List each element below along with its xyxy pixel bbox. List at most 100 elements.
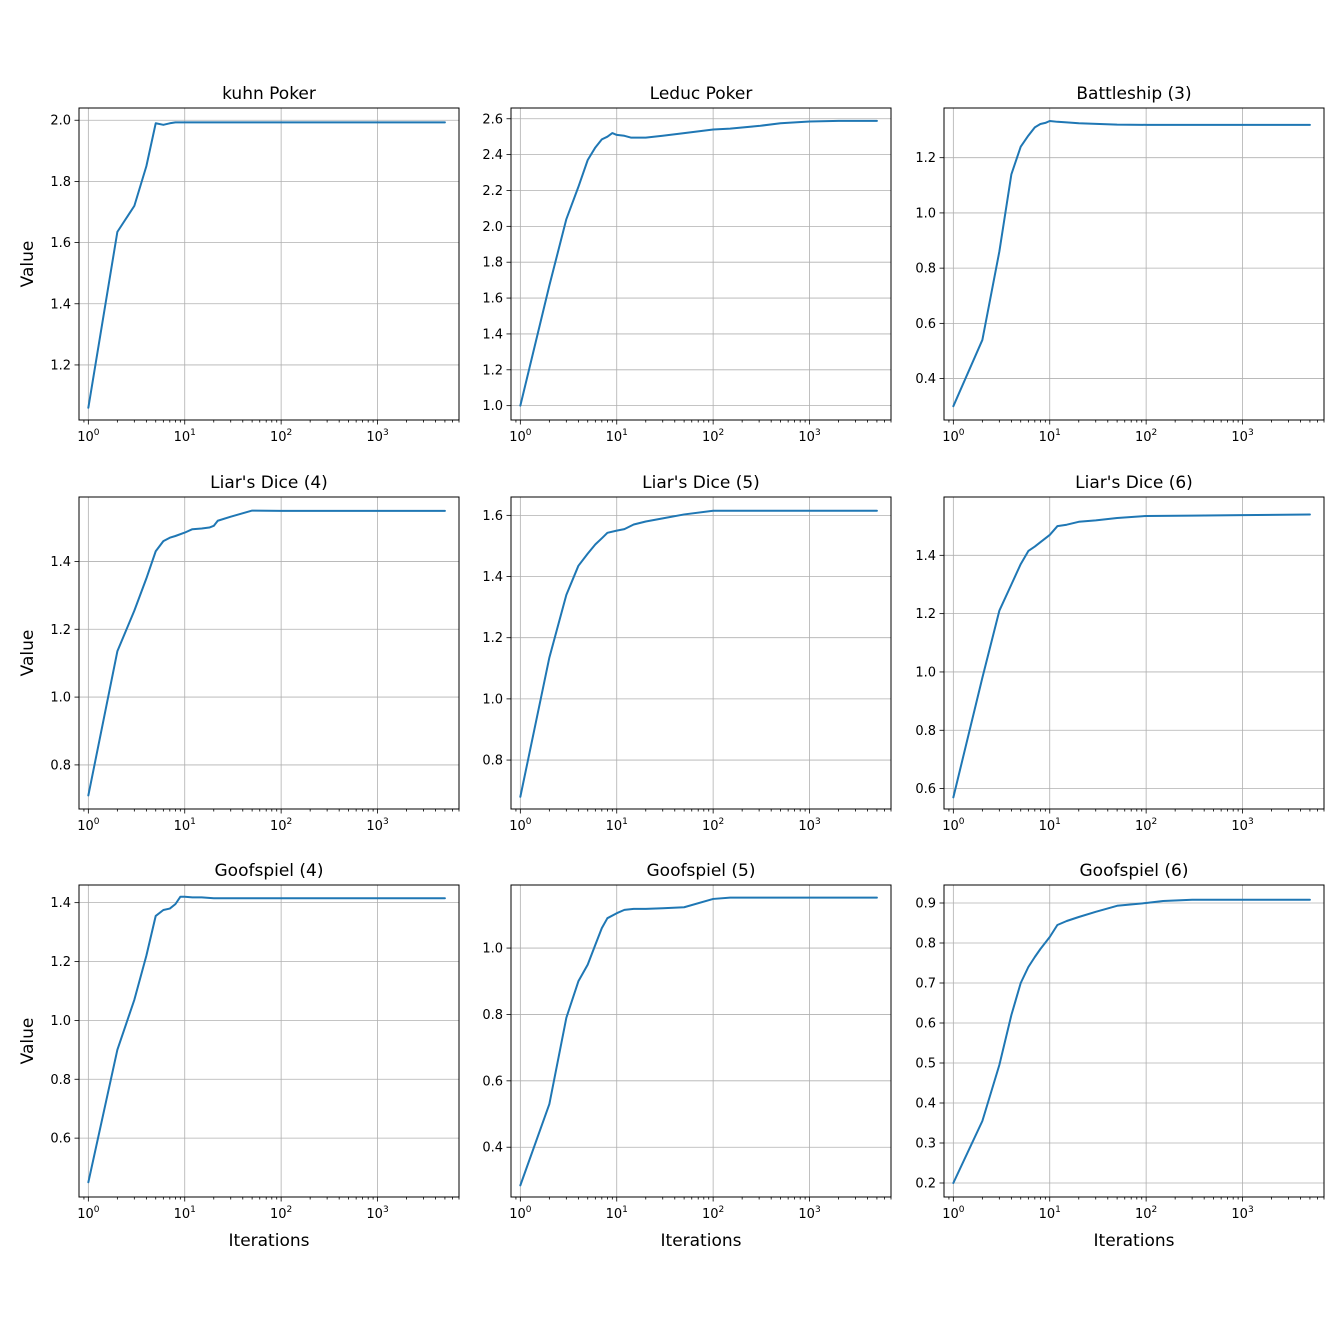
x-tick-label: 101: [174, 817, 196, 834]
axes-frame: [78, 496, 460, 810]
x-tick-label: 100: [942, 1205, 965, 1222]
axes-frame: [78, 884, 460, 1198]
subplot: 100 101 102 103 0.6 0.8 1.0 1.2 1.4 Goofspiel (4)…: [18, 861, 460, 1251]
x-tick-label: 100: [509, 817, 532, 834]
y-tick-label: 1.4: [482, 327, 503, 342]
axes-frame: [510, 107, 892, 421]
x-tick-label: 102: [702, 817, 724, 834]
y-tick-label: 1.2: [915, 151, 936, 166]
subplot-title: Goofspiel (5): [647, 861, 756, 881]
y-tick-label: 1.0: [482, 399, 503, 414]
subplot: 100 101 102 103 0.8 1.0 1.2 1.4 Liar's Dice (4) V…: [18, 473, 460, 834]
series-line: [87, 121, 446, 409]
y-tick-label: 2.6: [482, 112, 503, 127]
series-line: [519, 119, 878, 407]
x-tick-label: 102: [1135, 1205, 1157, 1222]
x-tick-label: 100: [509, 428, 532, 445]
y-tick-label: 0.4: [482, 1141, 503, 1156]
y-tick-label: 0.4: [915, 372, 936, 387]
y-tick-label: 0.8: [482, 754, 503, 769]
y-tick-label: 1.2: [482, 631, 503, 646]
x-axis-label: Iterations: [1094, 1231, 1175, 1251]
x-tick-label: 100: [77, 817, 100, 834]
y-tick-label: 1.0: [50, 1014, 71, 1029]
y-tick-label: 0.8: [50, 1073, 71, 1088]
x-tick-label: 103: [1231, 428, 1253, 445]
subplot-title: Liar's Dice (5): [642, 473, 760, 493]
y-axis-label: Value: [18, 241, 38, 288]
series-line: [952, 119, 1311, 408]
y-tick-label: 0.4: [915, 1097, 936, 1112]
series-line: [519, 509, 878, 798]
x-tick-label: 103: [798, 1205, 820, 1222]
subplot-title: Leduc Poker: [650, 84, 753, 104]
y-tick-label: 1.2: [50, 623, 71, 638]
axes-frame: [943, 107, 1325, 421]
x-axis-label: Iterations: [229, 1231, 310, 1251]
x-tick-label: 102: [1135, 428, 1157, 445]
x-tick-label: 103: [798, 817, 820, 834]
x-tick-label: 102: [1135, 817, 1157, 834]
x-tick-label: 101: [606, 817, 628, 834]
y-tick-label: 0.8: [915, 262, 936, 277]
x-tick-label: 103: [1231, 1205, 1253, 1222]
y-tick-label: 0.6: [915, 782, 936, 797]
subplot-title: Liar's Dice (4): [210, 473, 328, 493]
y-tick-label: 0.6: [482, 1074, 503, 1089]
y-axis-label: Value: [18, 1018, 38, 1065]
axes-frame: [943, 496, 1325, 810]
y-tick-label: 0.6: [915, 1017, 936, 1032]
x-tick-label: 101: [174, 428, 196, 445]
series-line: [87, 895, 446, 1184]
x-tick-label: 100: [77, 1205, 100, 1222]
x-tick-label: 102: [270, 1205, 292, 1222]
x-tick-label: 103: [366, 1205, 388, 1222]
y-tick-label: 1.4: [50, 297, 71, 312]
y-tick-label: 1.2: [915, 607, 936, 622]
subplot: 100 101 102 103 0.4 0.6 0.8 1.0 Goofspiel (5) Ite…: [482, 861, 892, 1251]
series-line: [519, 896, 878, 1187]
x-tick-label: 100: [942, 428, 965, 445]
x-tick-label: 103: [1231, 817, 1253, 834]
x-tick-label: 103: [366, 428, 388, 445]
subplot: 100 101 102 103 1.0 1.2 1.4 1.6 1.8 2.0 2.2 2.4 2.6 L…: [482, 84, 892, 445]
y-tick-label: 1.2: [50, 358, 71, 373]
subplot: 100 101 102 103 0.6 0.8 1.0 1.2 1.4 Liar's Dice (…: [915, 473, 1325, 834]
y-tick-label: 1.6: [50, 236, 71, 251]
y-tick-label: 0.7: [915, 977, 936, 992]
y-tick-label: 1.6: [482, 292, 503, 307]
series-line: [952, 513, 1311, 799]
y-tick-label: 1.0: [482, 692, 503, 707]
y-tick-label: 1.0: [915, 206, 936, 221]
y-tick-label: 0.6: [915, 317, 936, 332]
x-axis-label: Iterations: [661, 1231, 742, 1251]
subplot: 100 101 102 103 1.2 1.4 1.6 1.8 2.0 kuhn Poker Val…: [18, 84, 460, 445]
y-tick-label: 2.0: [482, 220, 503, 235]
subplot: 100 101 102 103 0.8 1.0 1.2 1.4 1.6 Liar's Dice (…: [482, 473, 892, 834]
y-tick-label: 1.2: [482, 363, 503, 378]
x-tick-label: 101: [606, 1205, 628, 1222]
axes-frame: [510, 496, 892, 810]
subplot-title: Goofspiel (6): [1080, 861, 1189, 881]
x-tick-label: 101: [174, 1205, 196, 1222]
y-tick-label: 2.0: [50, 114, 71, 129]
y-axis-label: Value: [18, 630, 38, 677]
x-tick-label: 100: [509, 1205, 532, 1222]
x-tick-label: 102: [702, 1205, 724, 1222]
y-tick-label: 0.2: [915, 1177, 936, 1192]
x-tick-label: 102: [270, 817, 292, 834]
x-tick-label: 100: [942, 817, 965, 834]
subplot: 100 101 102 103 0.4 0.6 0.8 1.0 1.2 Battleship (3…: [915, 84, 1325, 445]
y-tick-label: 1.8: [50, 175, 71, 190]
axes-frame: [510, 884, 892, 1198]
axes-frame: [943, 884, 1325, 1198]
series-line: [952, 898, 1311, 1184]
x-tick-label: 100: [77, 428, 100, 445]
y-tick-label: 1.2: [50, 955, 71, 970]
y-tick-label: 2.4: [482, 148, 503, 163]
y-tick-label: 1.8: [482, 256, 503, 271]
y-tick-label: 0.8: [50, 758, 71, 773]
y-tick-label: 0.9: [915, 897, 936, 912]
x-tick-label: 101: [1039, 428, 1061, 445]
